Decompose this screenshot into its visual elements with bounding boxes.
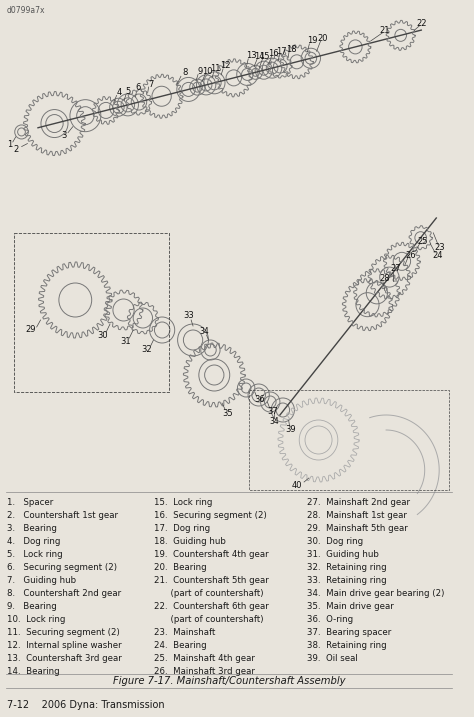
Text: 32.  Retaining ring: 32. Retaining ring (307, 563, 387, 572)
Text: 6: 6 (136, 83, 141, 92)
Text: 29.  Mainshaft 5th gear: 29. Mainshaft 5th gear (307, 524, 408, 533)
Text: 33: 33 (183, 311, 193, 320)
Text: 20: 20 (317, 34, 328, 43)
Text: 31.  Guiding hub: 31. Guiding hub (307, 550, 379, 559)
Text: 22: 22 (417, 19, 427, 28)
Text: 36: 36 (254, 396, 265, 404)
Text: 40: 40 (292, 482, 302, 490)
Text: 4: 4 (117, 88, 122, 97)
Text: 1: 1 (7, 141, 12, 149)
Text: 26: 26 (405, 251, 416, 260)
Text: 16: 16 (268, 49, 279, 57)
Text: 5: 5 (126, 87, 131, 96)
Text: 26.  Mainshaft 3rd gear: 26. Mainshaft 3rd gear (155, 667, 255, 676)
Text: 28.  Mainshaft 1st gear: 28. Mainshaft 1st gear (307, 511, 407, 520)
Text: 28: 28 (380, 274, 390, 283)
Text: 11: 11 (210, 65, 221, 73)
Text: 29: 29 (26, 326, 36, 335)
Text: 36.  O-ring: 36. O-ring (307, 615, 353, 624)
Text: 38.  Retaining ring: 38. Retaining ring (307, 641, 387, 650)
Text: 2: 2 (13, 145, 18, 154)
Text: 1.   Spacer: 1. Spacer (7, 498, 53, 507)
Text: 8.   Countershaft 2nd gear: 8. Countershaft 2nd gear (7, 589, 121, 598)
Text: 3.   Bearing: 3. Bearing (7, 524, 56, 533)
Text: 7: 7 (148, 80, 153, 88)
Text: d0799a7x: d0799a7x (7, 6, 45, 15)
Text: 12.  Internal spline washer: 12. Internal spline washer (7, 641, 121, 650)
Text: 7.   Guiding hub: 7. Guiding hub (7, 576, 76, 585)
Text: 15: 15 (259, 52, 270, 61)
Text: 21: 21 (379, 27, 390, 35)
Text: 18.  Guiding hub: 18. Guiding hub (155, 537, 226, 546)
Text: 25: 25 (418, 237, 428, 246)
Text: 33.  Retaining ring: 33. Retaining ring (307, 576, 387, 585)
Text: 12: 12 (220, 62, 230, 70)
Text: 14: 14 (254, 52, 264, 61)
Text: 27: 27 (391, 265, 401, 273)
Text: 19: 19 (307, 37, 318, 45)
Text: 37: 37 (267, 407, 278, 415)
Text: 23.  Mainshaft: 23. Mainshaft (155, 628, 216, 637)
Text: 35: 35 (222, 409, 233, 417)
Text: 18: 18 (286, 44, 296, 54)
Text: 4.   Dog ring: 4. Dog ring (7, 537, 60, 546)
Text: 14.  Bearing: 14. Bearing (7, 667, 59, 676)
Text: 19.  Countershaft 4th gear: 19. Countershaft 4th gear (155, 550, 269, 559)
Text: 10.  Lock ring: 10. Lock ring (7, 615, 65, 624)
Text: 7-12    2006 Dyna: Transmission: 7-12 2006 Dyna: Transmission (7, 700, 164, 710)
Text: 13.  Countershaft 3rd gear: 13. Countershaft 3rd gear (7, 654, 121, 663)
Text: 17.  Dog ring: 17. Dog ring (155, 524, 210, 533)
Text: 39.  Oil seal: 39. Oil seal (307, 654, 358, 663)
Text: 8: 8 (182, 67, 188, 77)
Text: (part of countershaft): (part of countershaft) (155, 615, 264, 624)
Text: 15.  Lock ring: 15. Lock ring (155, 498, 213, 507)
Text: 2.   Countershaft 1st gear: 2. Countershaft 1st gear (7, 511, 118, 520)
Text: 30: 30 (97, 331, 108, 341)
Text: 5.   Lock ring: 5. Lock ring (7, 550, 63, 559)
Text: 34.  Main drive gear bearing (2): 34. Main drive gear bearing (2) (307, 589, 444, 598)
Text: 31: 31 (120, 338, 131, 346)
Text: (part of countershaft): (part of countershaft) (155, 589, 264, 598)
Text: 39: 39 (285, 425, 296, 435)
Text: 24: 24 (433, 251, 443, 260)
Text: 32: 32 (141, 346, 152, 354)
Text: 13: 13 (246, 52, 256, 60)
Text: 10: 10 (202, 67, 212, 75)
Text: 20.  Bearing: 20. Bearing (155, 563, 207, 572)
Text: 16.  Securing segment (2): 16. Securing segment (2) (155, 511, 267, 520)
Text: 3: 3 (62, 131, 67, 141)
Text: 35.  Main drive gear: 35. Main drive gear (307, 602, 394, 611)
Text: 21.  Countershaft 5th gear: 21. Countershaft 5th gear (155, 576, 269, 585)
Text: 11.  Securing segment (2): 11. Securing segment (2) (7, 628, 119, 637)
Text: 27.  Mainshaft 2nd gear: 27. Mainshaft 2nd gear (307, 498, 410, 507)
Text: 25.  Mainshaft 4th gear: 25. Mainshaft 4th gear (155, 654, 255, 663)
Text: 6.   Securing segment (2): 6. Securing segment (2) (7, 563, 117, 572)
Text: Figure 7-17. Mainshaft/Countershaft Assembly: Figure 7-17. Mainshaft/Countershaft Asse… (112, 676, 345, 686)
Text: 23: 23 (435, 243, 446, 252)
Text: 34: 34 (269, 417, 279, 427)
Text: 17: 17 (276, 47, 287, 56)
Text: 30.  Dog ring: 30. Dog ring (307, 537, 363, 546)
Text: 37.  Bearing spacer: 37. Bearing spacer (307, 628, 391, 637)
Text: 9.   Bearing: 9. Bearing (7, 602, 56, 611)
Text: 22.  Countershaft 6th gear: 22. Countershaft 6th gear (155, 602, 269, 611)
Text: 9: 9 (197, 67, 202, 76)
Text: 34: 34 (200, 328, 210, 336)
Text: 24.  Bearing: 24. Bearing (155, 641, 207, 650)
